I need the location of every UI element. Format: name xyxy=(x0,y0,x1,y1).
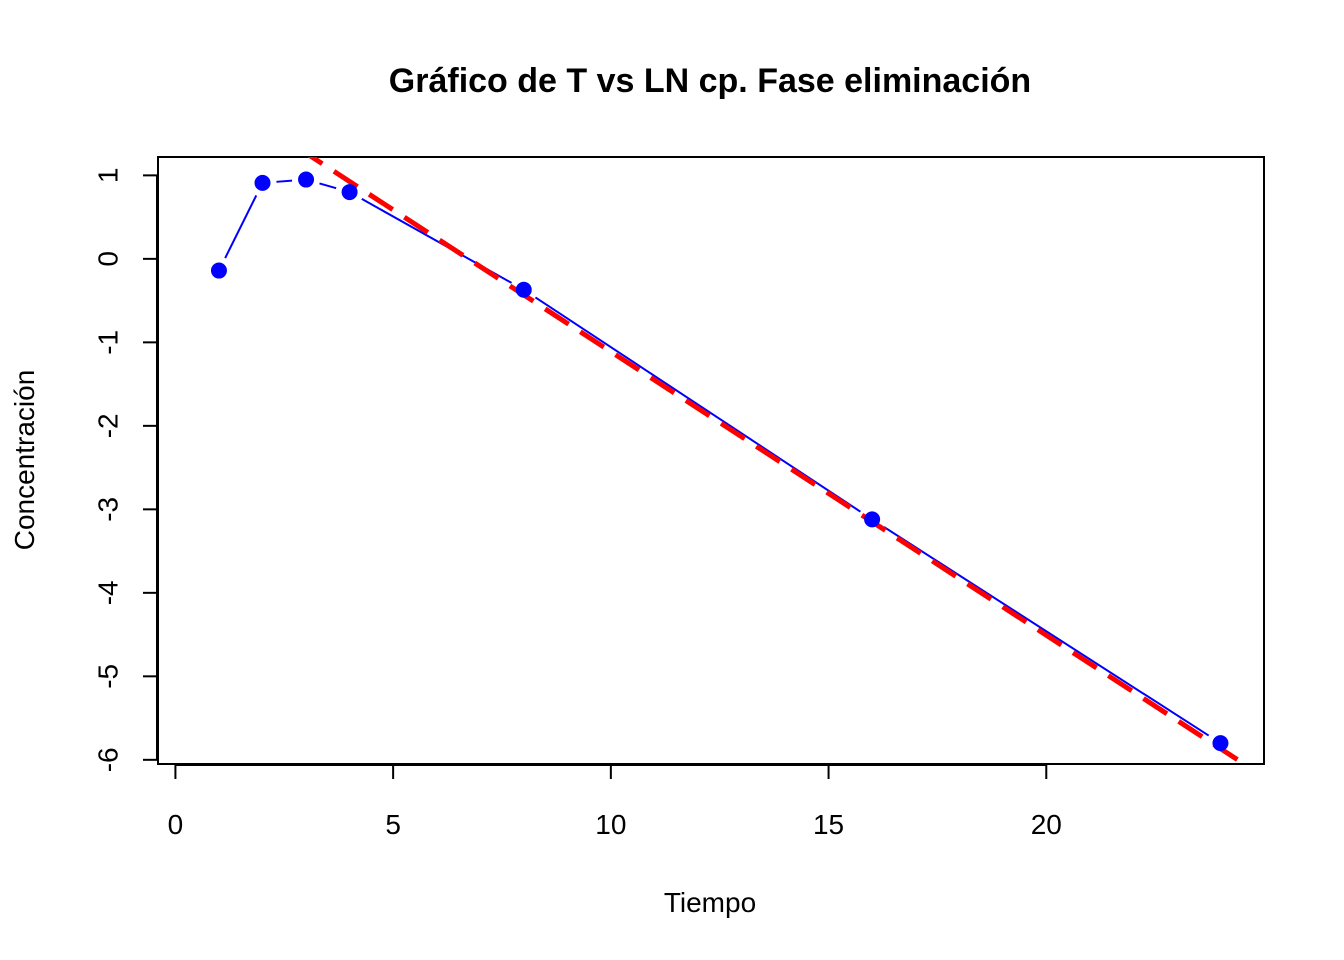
data-point xyxy=(210,262,227,279)
y-tick-label: 1 xyxy=(92,168,123,184)
x-tick-label: 5 xyxy=(385,809,401,840)
y-tick-label: -5 xyxy=(92,664,123,689)
x-axis-label: Tiempo xyxy=(664,887,756,918)
x-tick-label: 0 xyxy=(168,809,184,840)
series-line xyxy=(224,179,1210,737)
y-tick-label: -1 xyxy=(92,330,123,355)
x-axis: 0 5 10 15 20 xyxy=(168,764,1062,840)
y-tick-label: -4 xyxy=(92,580,123,605)
x-tick-label: 10 xyxy=(595,809,626,840)
chart-title: Gráfico de T vs LN cp. Fase eliminación xyxy=(389,62,1031,100)
y-tick-label: 0 xyxy=(92,251,123,267)
data-point xyxy=(1212,735,1229,752)
x-tick-label: 15 xyxy=(813,809,844,840)
series-points xyxy=(210,171,1229,752)
series-segment xyxy=(319,182,337,190)
data-point xyxy=(298,171,315,188)
y-tick-label: -6 xyxy=(92,747,123,772)
data-point xyxy=(254,174,271,191)
series-segment xyxy=(883,526,1210,737)
y-axis: 1 0 -1 -2 -3 -4 -5 -6 xyxy=(92,168,158,772)
y-axis-label: Concentración xyxy=(9,370,40,551)
data-point xyxy=(864,511,881,528)
data-point xyxy=(341,184,358,201)
x-tick-label: 20 xyxy=(1031,809,1062,840)
y-tick-label: -3 xyxy=(92,497,123,522)
series-segment xyxy=(276,179,293,183)
regression-line xyxy=(307,157,1249,764)
data-point xyxy=(515,281,532,298)
plot-frame xyxy=(157,156,1265,765)
y-tick-label: -2 xyxy=(92,413,123,438)
series-segment xyxy=(224,194,258,259)
